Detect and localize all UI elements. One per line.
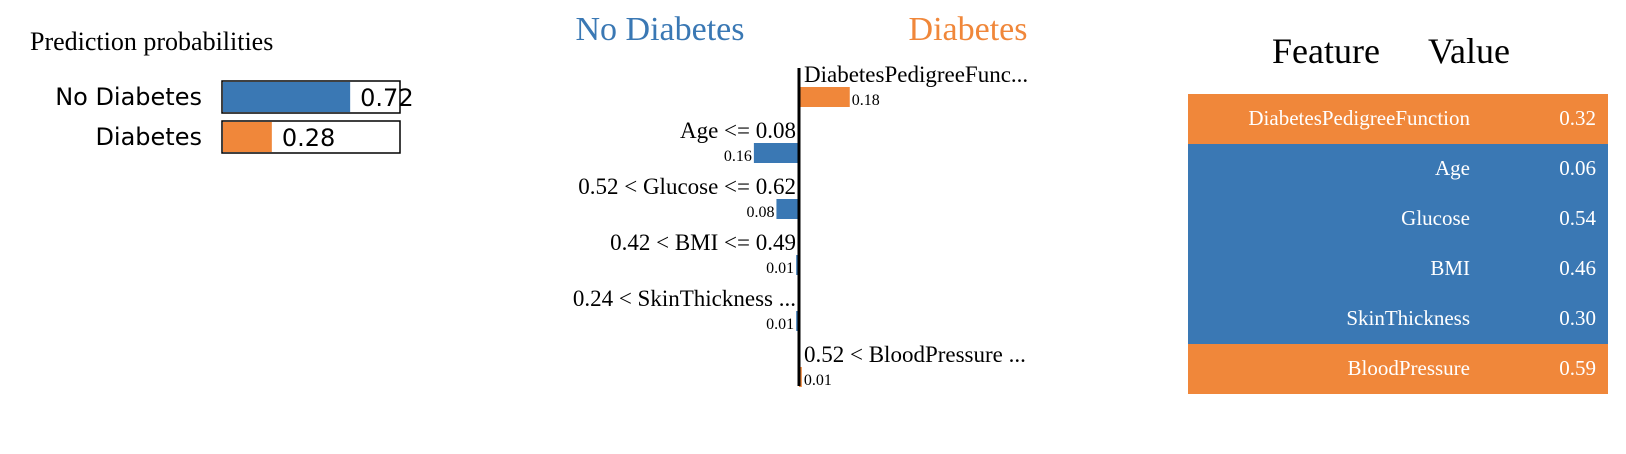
feature-value: 0.30 [1559,306,1596,330]
feature-name: Glucose [1401,206,1470,230]
feature-label: Age <= 0.08 [680,118,796,143]
feature-name: BloodPressure [1347,356,1471,380]
feature-value: 0.32 [1559,106,1596,130]
contribution-value: 0.01 [804,372,832,389]
feature-value: 0.54 [1559,206,1596,230]
contribution-value: 0.08 [746,204,774,221]
prediction-probabilities-panel: Prediction probabilities No Diabetes 0.72 D… [0,0,520,450]
feature-value: 0.06 [1559,156,1596,180]
chart-title: Prediction probabilities [30,27,273,56]
feature-label: DiabetesPedigreeFunc... [804,62,1028,87]
feature-column-header: Feature [1272,31,1380,71]
contribution-value: 0.01 [766,316,794,333]
table-row: Age 0.06 [1188,144,1608,194]
positive-class-heading: Diabetes [909,11,1028,48]
feature-contribution-chart: No Diabetes Diabetes DiabetesPedigreeFunc.… [573,11,1028,389]
contribution-bar [799,87,850,107]
probability-value: 0.28 [282,124,335,152]
contribution-bar [776,199,799,219]
feature-name: Age [1435,156,1470,180]
table-row: BloodPressure 0.59 [1188,344,1608,394]
feature-value: 0.59 [1559,356,1596,380]
feature-name: BMI [1430,256,1470,280]
feature-value-table: Feature Value DiabetesPedigreeFunction 0.… [1168,0,1626,450]
negative-class-heading: No Diabetes [575,11,744,48]
contribution-value: 0.18 [852,92,880,109]
contribution-value: 0.01 [766,260,794,277]
contribution-value: 0.16 [724,148,752,165]
feature-value: 0.46 [1559,256,1596,280]
table-row: BMI 0.46 [1188,244,1608,294]
probability-value: 0.72 [360,84,413,112]
feature-contribution-panel: No Diabetes Diabetes DiabetesPedigreeFunc.… [520,0,1160,450]
contribution-bar [753,143,799,163]
value-column-header: Value [1428,31,1510,71]
class-label: No Diabetes [55,83,202,111]
probability-bar [223,82,351,112]
probability-bar [223,122,272,152]
class-label: Diabetes [95,123,202,151]
feature-name: SkinThickness [1346,306,1470,330]
feature-label: 0.52 < Glucose <= 0.62 [578,174,796,199]
feature-label: 0.42 < BMI <= 0.49 [610,230,796,255]
table-row: SkinThickness 0.30 [1188,294,1608,344]
table-row: DiabetesPedigreeFunction 0.32 [1188,94,1608,144]
prediction-probabilities-chart: Prediction probabilities No Diabetes 0.72 D… [30,27,414,154]
feature-label: 0.52 < BloodPressure ... [804,342,1026,367]
feature-label: 0.24 < SkinThickness ... [573,286,796,311]
feature-name: DiabetesPedigreeFunction [1248,106,1470,130]
table-row: Glucose 0.54 [1188,194,1608,244]
